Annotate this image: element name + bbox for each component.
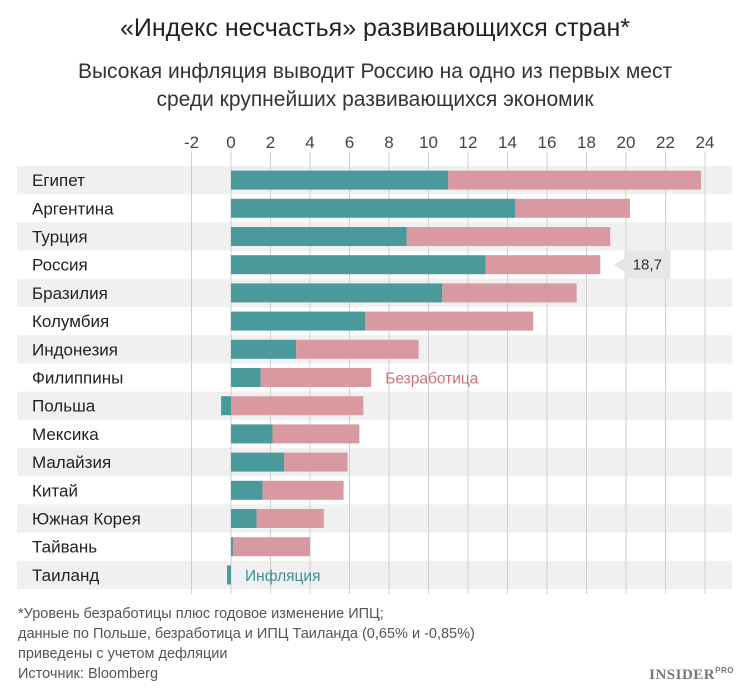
- row-stripe: [17, 560, 732, 589]
- x-tick-label: 20: [617, 133, 636, 152]
- inflation-bar: [227, 565, 231, 585]
- x-tick-label: 12: [459, 133, 478, 152]
- category-label: Таиланд: [32, 566, 99, 585]
- x-tick-label: 10: [419, 133, 438, 152]
- unemployment-bar: [260, 368, 372, 387]
- row-stripe: [17, 448, 732, 477]
- callout-pointer: [614, 257, 625, 272]
- category-label: Колумбия: [32, 312, 109, 331]
- brand-logo: INSIDERPRO: [649, 666, 734, 684]
- footnote-line-1: *Уровень безработицы плюс годовое измене…: [18, 606, 384, 622]
- inflation-bar: [231, 424, 273, 444]
- subtitle-line-2: среди крупнейших развивающихся экономик: [156, 88, 594, 111]
- brand-name: INSIDER: [649, 667, 716, 683]
- inflation-bar: [231, 255, 486, 275]
- unemployment-bar: [272, 424, 360, 444]
- footnote-line-3: приведены с учетом дефляции: [18, 646, 228, 662]
- unemployment-bar: [284, 452, 348, 472]
- footnote-line-2: данные по Польше, безработица и ИПЦ Таил…: [18, 626, 475, 642]
- row-stripe: [17, 391, 732, 420]
- category-label: Филиппины: [32, 369, 123, 388]
- unemployment-bar: [442, 283, 577, 303]
- inflation-bar: [231, 311, 366, 331]
- category-label: Индонезия: [32, 340, 118, 359]
- inflation-bar: [231, 537, 233, 557]
- unemployment-bar: [296, 339, 419, 359]
- inflation-bar: [231, 283, 443, 303]
- brand-suffix: PRO: [715, 666, 734, 675]
- inflation-bar: [231, 509, 257, 528]
- chart-subtitle: Высокая инфляция выводит Россию на одно …: [60, 58, 690, 114]
- unemployment-bar: [485, 255, 601, 275]
- category-label: Южная Корея: [32, 510, 141, 529]
- category-label: Малайзия: [32, 453, 111, 472]
- source-note: Источник: Bloomberg: [18, 666, 159, 682]
- category-label: Аргентина: [32, 199, 114, 218]
- x-tick-label: 18: [577, 133, 596, 152]
- inflation-bar: [231, 452, 285, 472]
- x-tick-label: 14: [498, 133, 517, 152]
- inflation-bar: [231, 339, 297, 359]
- category-label: Египет: [32, 171, 85, 190]
- unemployment-bar: [406, 227, 611, 246]
- inflation-bar: [231, 198, 516, 218]
- x-tick-label: 4: [305, 133, 314, 152]
- category-label: Китай: [32, 481, 78, 500]
- x-tick-label: 2: [266, 133, 275, 152]
- unemployment-bar: [365, 311, 534, 331]
- unemployment-bar: [231, 396, 364, 416]
- inflation-bar: [231, 368, 261, 387]
- inflation-bar: [231, 480, 263, 500]
- category-label: Польша: [32, 397, 96, 416]
- x-tick-label: 22: [656, 133, 675, 152]
- x-tick-label: 0: [226, 133, 235, 152]
- bar-chart: -2 0 2 4 6 8 10 12 14 16 18 20 22 24ЕгипетАргентинаТу…: [17, 133, 732, 594]
- unemployment-bar: [262, 480, 344, 500]
- row-stripe: [17, 504, 732, 533]
- category-label: Мексика: [32, 425, 99, 444]
- footnote: *Уровень безработицы плюс годовое измене…: [18, 604, 578, 684]
- series-label: Инфляция: [245, 568, 320, 585]
- category-label: Турция: [32, 228, 88, 247]
- series-label: Безработица: [385, 371, 479, 388]
- x-tick-label: -2: [184, 133, 199, 152]
- inflation-bar: [231, 170, 449, 190]
- callout-box: [624, 250, 671, 279]
- x-tick-label: 8: [384, 133, 393, 152]
- x-tick-label: 24: [696, 133, 715, 152]
- x-tick-label: 16: [538, 133, 557, 152]
- unemployment-bar: [448, 170, 702, 190]
- value-callout: 18,7: [633, 257, 662, 274]
- category-label: Тайвань: [32, 538, 97, 557]
- inflation-bar: [221, 396, 231, 416]
- category-label: Бразилия: [32, 284, 108, 303]
- inflation-bar: [231, 227, 407, 246]
- unemployment-bar: [515, 198, 630, 218]
- unemployment-bar: [256, 509, 324, 528]
- chart-title: «Индекс несчастья» развивающихся стран*: [120, 14, 630, 42]
- category-label: Россия: [32, 256, 88, 275]
- x-tick-label: 6: [345, 133, 354, 152]
- subtitle-line-1: Высокая инфляция выводит Россию на одно …: [77, 60, 673, 83]
- unemployment-bar: [232, 537, 310, 557]
